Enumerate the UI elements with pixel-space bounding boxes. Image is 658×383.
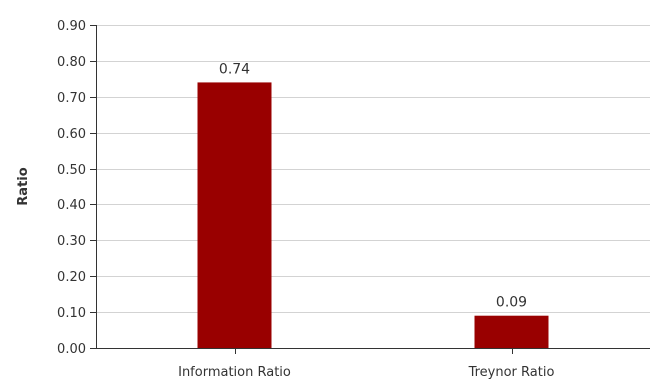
y-tick-label: 0.80 <box>57 55 86 70</box>
bars <box>197 82 549 348</box>
bar <box>474 315 549 348</box>
y-axis-title: Ratio <box>16 167 31 205</box>
y-tick-label: 0.10 <box>57 306 86 321</box>
data-label: 0.74 <box>219 61 250 77</box>
axes <box>96 25 650 349</box>
y-tick-label: 0.40 <box>57 198 86 213</box>
data-labels: 0.74 0.09 <box>219 61 527 310</box>
y-tick-label: 0.20 <box>57 270 86 285</box>
data-label: 0.09 <box>496 295 527 311</box>
y-tick-label: 0.60 <box>57 127 86 142</box>
x-tick-label: Information Ratio <box>178 365 291 380</box>
bar <box>197 82 272 348</box>
y-tick-label: 0.00 <box>57 342 86 357</box>
y-tick-label: 0.30 <box>57 234 86 249</box>
y-axis-ticks: 0.00 0.10 0.20 0.30 0.40 0.50 0.60 0.70 0.80 0.90 <box>57 19 96 357</box>
y-tick-label: 0.70 <box>57 91 86 106</box>
x-tick-label: Treynor Ratio <box>468 365 555 380</box>
gridlines <box>96 25 650 313</box>
x-axis-ticks: Information Ratio Treynor Ratio <box>178 348 554 380</box>
y-tick-label: 0.50 <box>57 163 86 178</box>
y-tick-label: 0.90 <box>57 19 86 34</box>
